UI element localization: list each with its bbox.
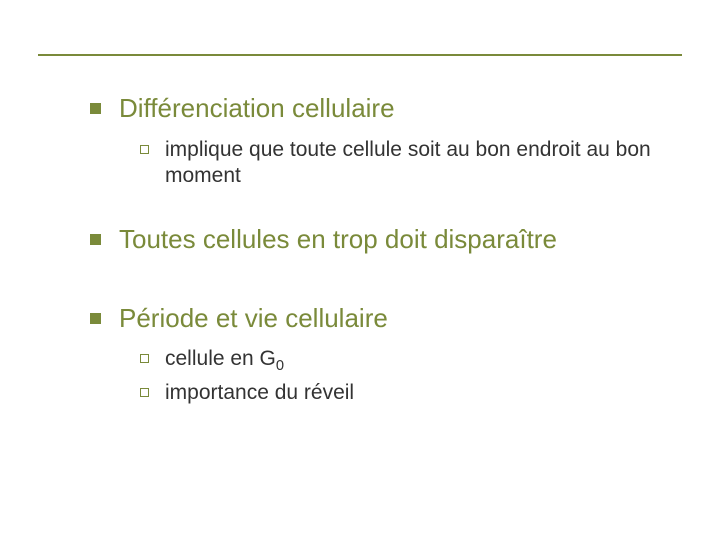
square-bullet-filled-icon	[90, 313, 101, 324]
slide-content: Différenciation cellulaire implique que …	[90, 92, 670, 440]
list-item: cellule en G0	[140, 346, 670, 376]
square-bullet-outline-icon	[140, 354, 149, 363]
list-item-text: importance du réveil	[165, 380, 354, 406]
list-item-text: cellule en G0	[165, 346, 284, 376]
list-item: importance du réveil	[140, 380, 670, 406]
square-bullet-outline-icon	[140, 145, 149, 154]
title-underline	[38, 54, 682, 56]
list-item-text: Différenciation cellulaire	[119, 92, 395, 125]
spacer	[90, 268, 670, 302]
list-item-text: Toutes cellules en trop doit disparaître	[119, 223, 557, 256]
list-item: Toutes cellules en trop doit disparaître	[90, 223, 670, 256]
list-item: implique que toute cellule soit au bon e…	[140, 137, 670, 190]
sub-list: implique que toute cellule soit au bon e…	[140, 137, 670, 190]
square-bullet-outline-icon	[140, 388, 149, 397]
list-item: Différenciation cellulaire	[90, 92, 670, 125]
list-item: Période et vie cellulaire	[90, 302, 670, 335]
list-item-text: implique que toute cellule soit au bon e…	[165, 137, 670, 190]
sub-list: cellule en G0 importance du réveil	[140, 346, 670, 406]
list-item-text: Période et vie cellulaire	[119, 302, 388, 335]
square-bullet-filled-icon	[90, 103, 101, 114]
square-bullet-filled-icon	[90, 234, 101, 245]
